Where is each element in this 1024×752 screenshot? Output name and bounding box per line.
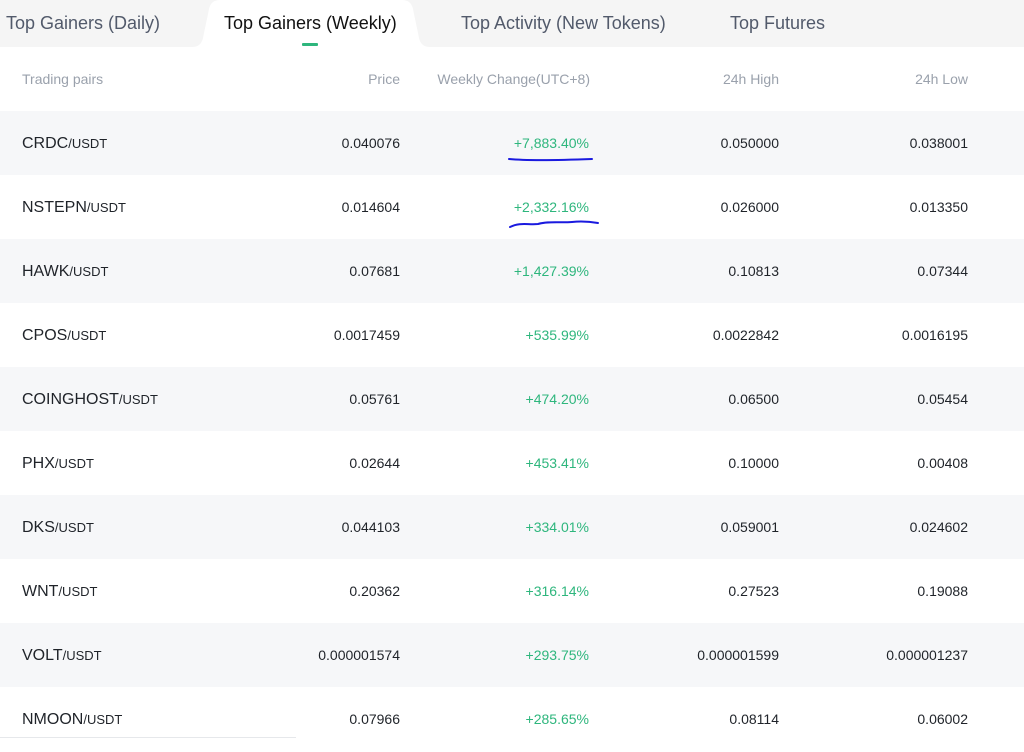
weekly-change: +316.14%	[525, 583, 589, 599]
table-row[interactable]: NSTEPN/USDT 0.014604 +2,332.16% 0.026000…	[0, 175, 1024, 239]
weekly-change: +453.41%	[525, 455, 589, 471]
tab-top-gainers-weekly[interactable]: Top Gainers (Weekly)	[224, 13, 397, 33]
weekly-change: +474.20%	[525, 391, 589, 407]
24h-high: 0.10000	[728, 455, 779, 471]
24h-low: 0.06002	[917, 711, 968, 727]
price: 0.040076	[341, 135, 400, 151]
trading-pair[interactable]: NSTEPN/USDT	[22, 175, 126, 240]
column-header-24h-high[interactable]: 24h High	[722, 71, 779, 87]
pair-base: WNT	[22, 583, 59, 600]
trading-pair[interactable]: PHX/USDT	[22, 431, 94, 496]
pair-quote: /USDT	[54, 520, 94, 535]
pair-quote: /USDT	[68, 136, 108, 151]
pair-quote: /USDT	[118, 392, 158, 407]
24h-low: 0.05454	[917, 391, 968, 407]
pair-base: PHX	[22, 455, 55, 472]
table-row[interactable]: WNT/USDT 0.20362 +316.14% 0.27523 0.1908…	[0, 559, 1024, 623]
price: 0.000001574	[318, 647, 400, 663]
weekly-change: +7,883.40%	[513, 135, 589, 151]
table-row[interactable]: VOLT/USDT 0.000001574 +293.75% 0.0000015…	[0, 623, 1024, 687]
24h-low: 0.0016195	[901, 327, 968, 343]
column-header-24h-low[interactable]: 24h Low	[915, 71, 968, 87]
price: 0.044103	[341, 519, 400, 535]
pair-quote: /USDT	[58, 584, 98, 599]
24h-low: 0.038001	[909, 135, 968, 151]
pair-quote: /USDT	[62, 648, 102, 663]
tab-top-gainers-daily[interactable]: Top Gainers (Daily)	[6, 13, 161, 33]
table-row[interactable]: DKS/USDT 0.044103 +334.01% 0.059001 0.02…	[0, 495, 1024, 559]
price: 0.02644	[349, 455, 400, 471]
weekly-change: +1,427.39%	[513, 263, 589, 279]
table-row[interactable]: CRDC/USDT 0.040076 +7,883.40% 0.050000 0…	[0, 111, 1024, 175]
24h-high: 0.08114	[729, 711, 779, 727]
pair-base: CRDC	[22, 135, 69, 152]
weekly-change: +334.01%	[525, 519, 589, 535]
24h-low: 0.000001237	[886, 647, 968, 663]
trading-pair[interactable]: WNT/USDT	[22, 559, 97, 624]
24h-low: 0.024602	[909, 519, 968, 535]
tab-top-activity-new-tokens[interactable]: Top Activity (New Tokens)	[461, 13, 666, 33]
pair-quote: /USDT	[86, 200, 126, 215]
trading-pair[interactable]: HAWK/USDT	[22, 239, 108, 304]
column-header-weekly-change[interactable]: Weekly Change(UTC+8)	[437, 71, 590, 87]
trading-pair[interactable]: VOLT/USDT	[22, 623, 102, 688]
24h-high: 0.0022842	[712, 327, 779, 343]
pair-base: VOLT	[22, 647, 63, 664]
price: 0.0017459	[333, 327, 400, 343]
24h-high: 0.27523	[728, 583, 779, 599]
tab-top-futures[interactable]: Top Futures	[730, 13, 826, 33]
tab-bar: Top Gainers (Daily) Top Gainers (Weekly)…	[0, 0, 1024, 47]
table-row[interactable]: PHX/USDT 0.02644 +453.41% 0.10000 0.0040…	[0, 431, 1024, 495]
column-header-trading-pairs[interactable]: Trading pairs	[22, 71, 104, 87]
weekly-change: +535.99%	[525, 327, 589, 343]
24h-low: 0.013350	[909, 199, 968, 215]
table-row[interactable]: CPOS/USDT 0.0017459 +535.99% 0.0022842 0…	[0, 303, 1024, 367]
pair-base: CPOS	[22, 327, 68, 344]
24h-high: 0.10813	[728, 263, 779, 279]
bottom-divider	[0, 737, 296, 738]
price: 0.07681	[349, 263, 400, 279]
24h-high: 0.050000	[720, 135, 779, 151]
table-row[interactable]: HAWK/USDT 0.07681 +1,427.39% 0.10813 0.0…	[0, 239, 1024, 303]
trading-pair[interactable]: COINGHOST/USDT	[22, 367, 158, 432]
24h-high: 0.026000	[720, 199, 779, 215]
24h-high: 0.06500	[728, 391, 779, 407]
24h-low: 0.19088	[917, 583, 968, 599]
table-row[interactable]: COINGHOST/USDT 0.05761 +474.20% 0.06500 …	[0, 367, 1024, 431]
active-tab-background	[192, 0, 430, 47]
pair-quote: /USDT	[67, 328, 107, 343]
pair-quote: /USDT	[83, 712, 123, 727]
24h-high: 0.059001	[720, 519, 779, 535]
pair-base: HAWK	[22, 263, 70, 280]
active-tab-indicator	[302, 43, 318, 46]
trading-pair[interactable]: NMOON/USDT	[22, 687, 122, 752]
trading-pair[interactable]: CRDC/USDT	[22, 111, 107, 176]
weekly-change: +293.75%	[525, 647, 589, 663]
weekly-change: +285.65%	[525, 711, 589, 727]
column-header-price[interactable]: Price	[368, 71, 400, 87]
pair-quote: /USDT	[54, 456, 94, 471]
pair-quote: /USDT	[69, 264, 109, 279]
pair-base: NMOON	[22, 711, 84, 728]
price: 0.014604	[341, 199, 400, 215]
price: 0.07966	[349, 711, 400, 727]
24h-low: 0.00408	[917, 455, 968, 471]
table-header: Trading pairs Price Weekly Change(UTC+8)…	[0, 47, 1024, 111]
trading-pair[interactable]: CPOS/USDT	[22, 303, 106, 368]
trading-pair[interactable]: DKS/USDT	[22, 495, 94, 560]
table-row[interactable]: NMOON/USDT 0.07966 +285.65% 0.08114 0.06…	[0, 687, 1024, 751]
pair-base: DKS	[22, 519, 55, 536]
price: 0.20362	[349, 583, 400, 599]
pair-base: COINGHOST	[22, 391, 119, 408]
24h-high: 0.000001599	[697, 647, 779, 663]
24h-low: 0.07344	[917, 263, 968, 279]
pair-base: NSTEPN	[22, 199, 87, 216]
weekly-change: +2,332.16%	[513, 199, 589, 215]
price: 0.05761	[349, 391, 400, 407]
table-body: CRDC/USDT 0.040076 +7,883.40% 0.050000 0…	[0, 111, 1024, 751]
